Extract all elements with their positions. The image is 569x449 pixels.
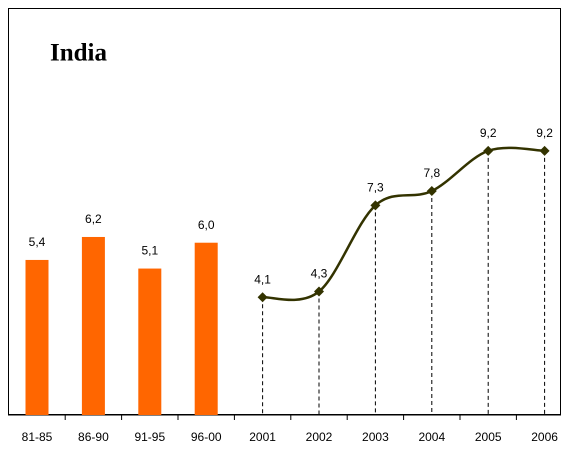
data-label: 6,0 [198, 218, 215, 232]
x-tick-label: 81-85 [22, 430, 53, 444]
x-tick-label: 2004 [418, 430, 445, 444]
x-tick-label: 2003 [362, 430, 389, 444]
data-label: 7,3 [367, 181, 384, 195]
marker [257, 292, 268, 303]
data-label: 5,4 [29, 235, 46, 249]
bar [194, 242, 218, 415]
x-tick-label: 2005 [475, 430, 502, 444]
data-label: 6,2 [85, 212, 102, 226]
marker [426, 186, 437, 197]
x-tick-label: 2002 [306, 430, 333, 444]
bar [138, 268, 162, 415]
bar [25, 259, 49, 415]
data-label: 4,1 [254, 272, 271, 286]
data-label: 9,2 [480, 126, 497, 140]
data-label: 7,8 [423, 166, 440, 180]
data-label: 5,1 [141, 244, 158, 258]
x-tick-label: 2006 [531, 430, 558, 444]
x-tick-label: 2001 [249, 430, 276, 444]
marker [370, 200, 381, 211]
chart-title: India [50, 40, 107, 67]
x-tick-label: 91-95 [134, 430, 165, 444]
marker [483, 145, 494, 156]
data-label: 9,2 [536, 126, 553, 140]
bar [81, 236, 105, 415]
x-tick-label: 86-90 [78, 430, 109, 444]
x-tick-label: 96-00 [191, 430, 222, 444]
marker [539, 145, 550, 156]
data-label: 4,3 [311, 267, 328, 281]
marker [314, 286, 324, 297]
